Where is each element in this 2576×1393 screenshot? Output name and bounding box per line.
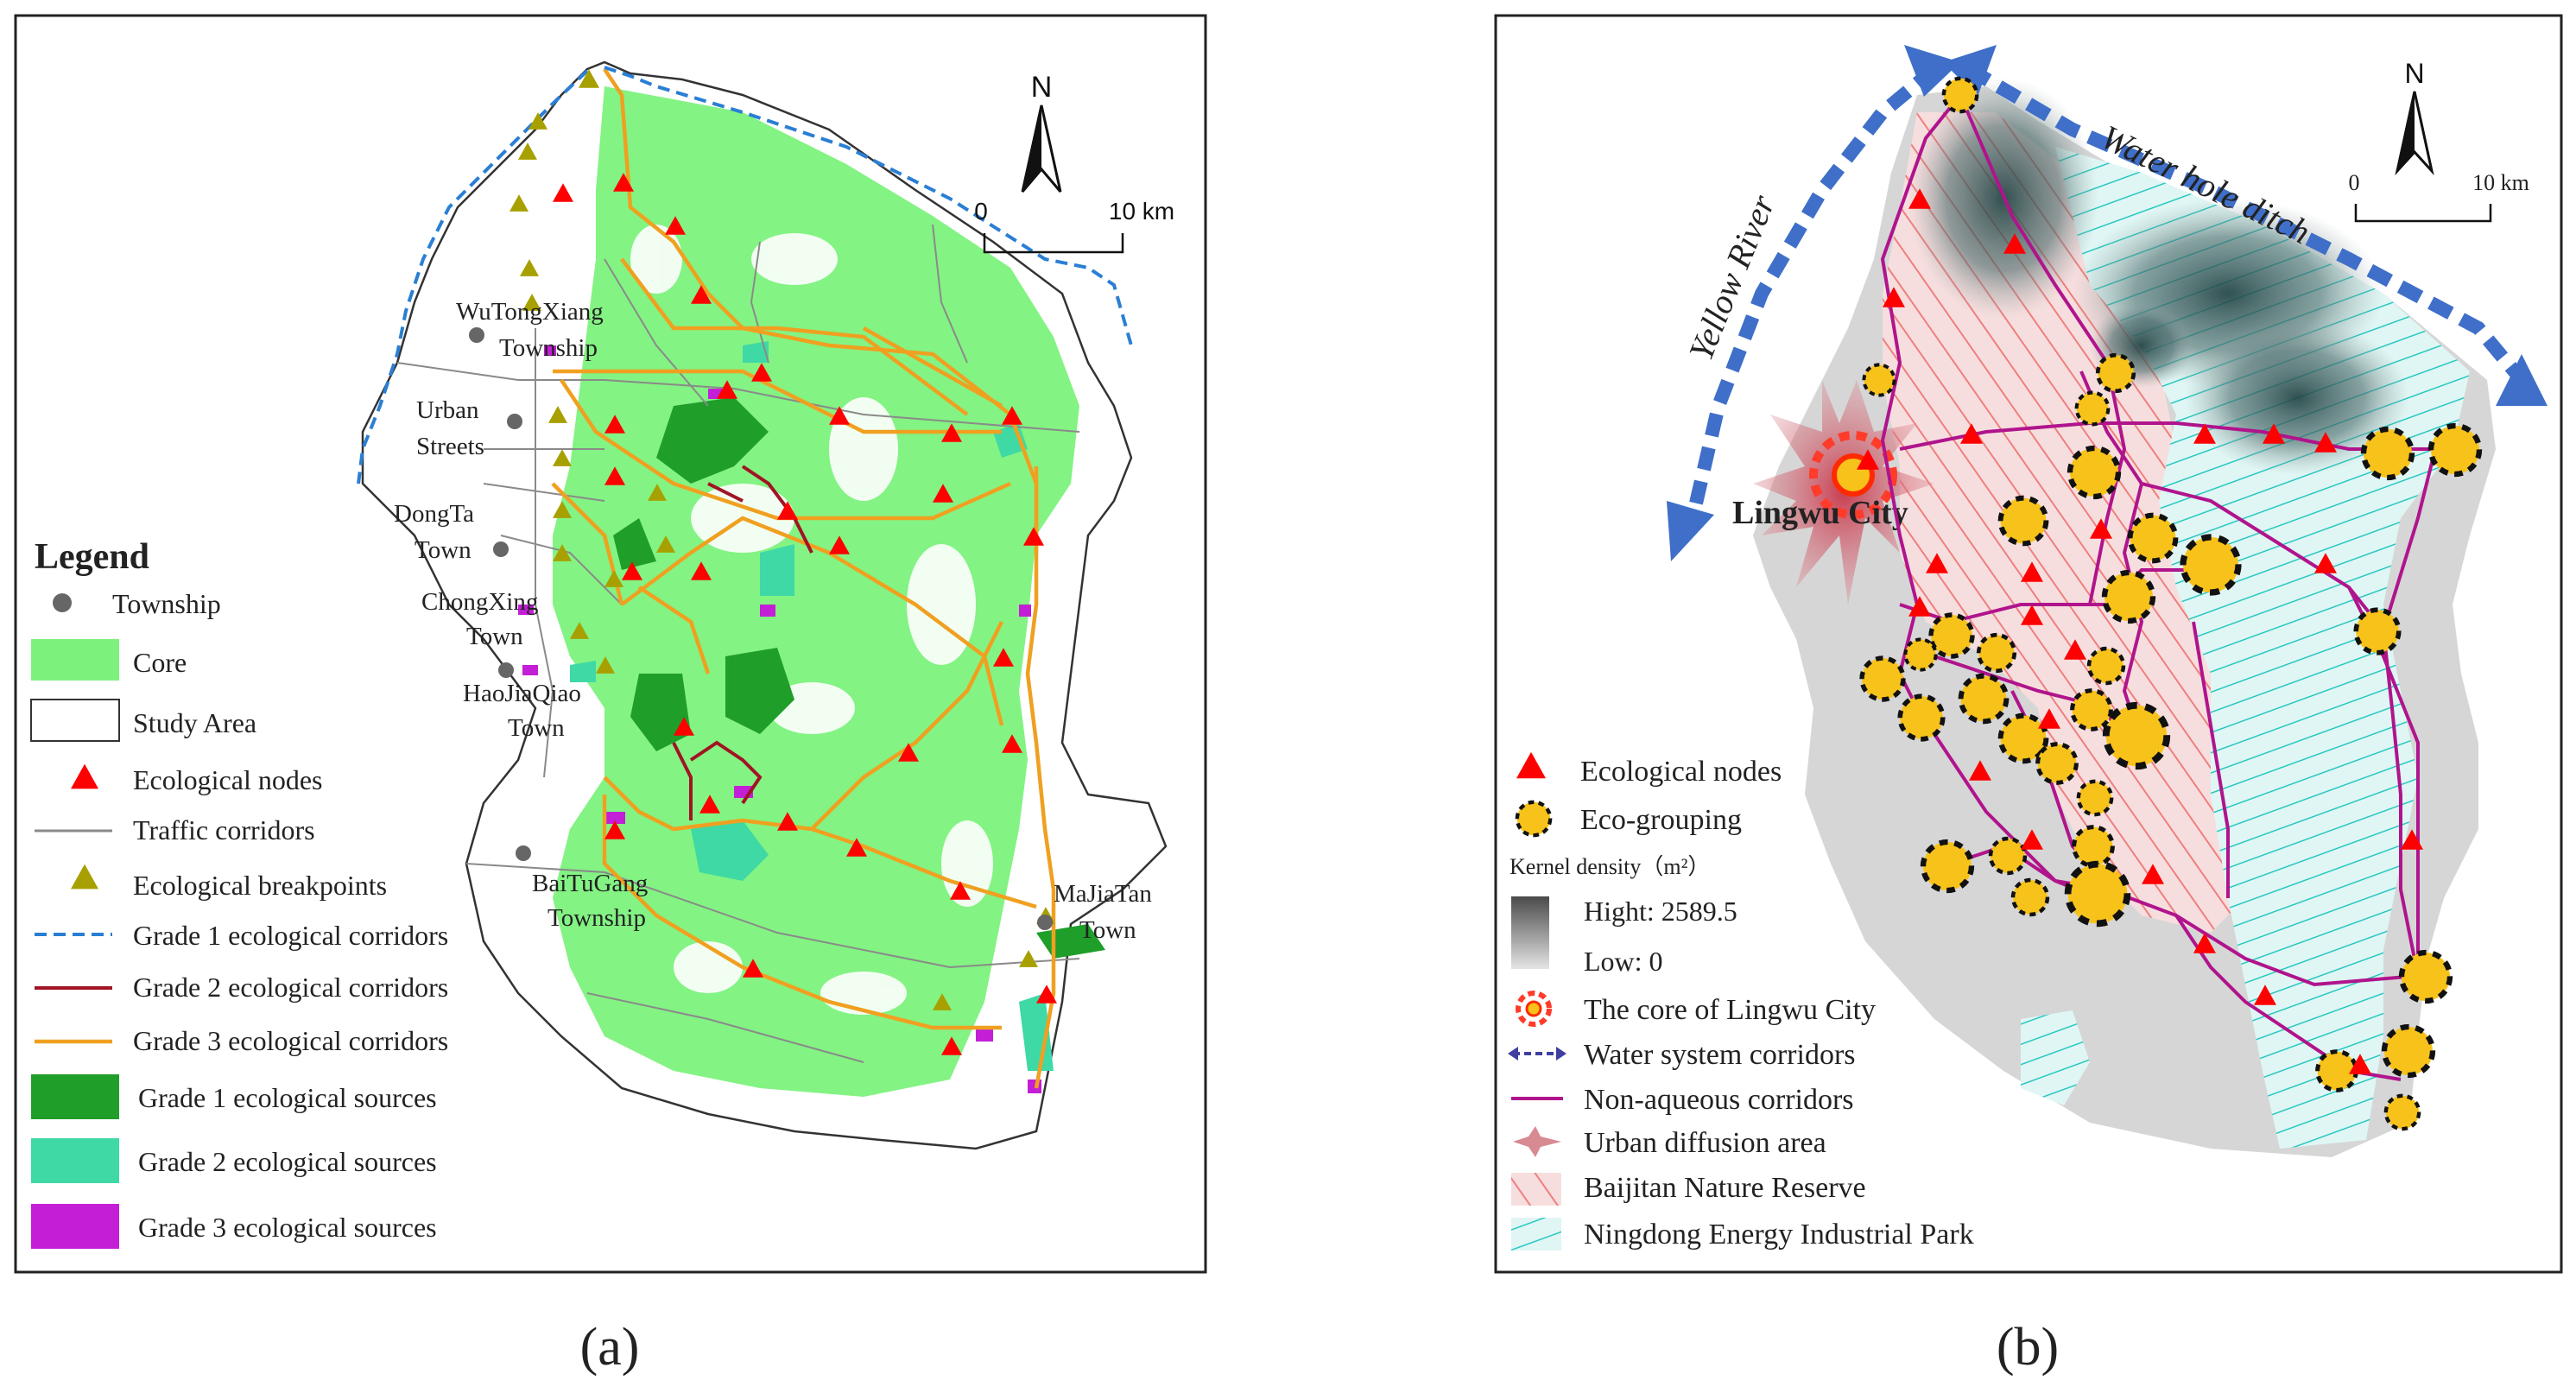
park-swatch: [1511, 1218, 1561, 1251]
north-arrow-b: N: [2395, 58, 2434, 176]
legend-b-eco-nodes: Ecological nodes: [1580, 756, 1782, 788]
legend-b-urban: Urban diffusion area: [1584, 1127, 1826, 1159]
township-label: WuTongXiang: [456, 298, 604, 326]
township-swatch: [53, 593, 72, 612]
township-labels: WuTongXiang Township Urban Streets DongT…: [394, 298, 1152, 944]
scale-bar-a: 0 10 km: [974, 198, 1174, 254]
legend-b-water: Water system corridors: [1584, 1039, 1856, 1071]
scale-bar-b: 0 10 km: [2349, 170, 2529, 223]
grade-2-sources: [570, 341, 1054, 1071]
township-label-sub: Township: [499, 334, 598, 362]
water-arrowheads: [1667, 45, 2548, 561]
scale-start: 0: [974, 198, 988, 225]
panel-a: WuTongXiang Township Urban Streets DongT…: [14, 14, 1207, 1377]
city-label: Lingwu City: [1732, 495, 1908, 531]
study-area-swatch: [30, 699, 120, 742]
township-label: ChongXing: [421, 588, 538, 616]
kernel-density: [1908, 78, 2409, 475]
legend-item-grade1-corridors: Grade 1 ecological corridors: [133, 920, 448, 951]
legend-title: Legend: [35, 537, 149, 577]
township-label-sub: Town: [508, 714, 565, 742]
kernel-ramp-swatch: [1511, 896, 1549, 969]
legend-item-grade2-sources: Grade 2 ecological sources: [138, 1146, 437, 1177]
township-label-sub: Town: [466, 623, 523, 650]
legend-item-grade3-sources: Grade 3 ecological sources: [138, 1212, 437, 1243]
ningdong-park-patch: [2021, 1010, 2090, 1105]
caption-a: (a): [580, 1318, 640, 1377]
traffic-corridors: [396, 224, 1080, 1063]
caption-b: (b): [1997, 1318, 2059, 1377]
legend-b-park: Ningdong Energy Industrial Park: [1584, 1219, 1974, 1251]
legend-b-core: The core of Lingwu City: [1584, 994, 1876, 1026]
legend-a: Legend Township Core Study Area Ecologic…: [30, 537, 448, 1249]
legend-item-grade2-corridors: Grade 2 ecological corridors: [133, 972, 448, 1003]
grade1-source-swatch: [31, 1074, 119, 1119]
north-arrow-a: N: [1021, 71, 1062, 193]
reserve-swatch: [1511, 1173, 1561, 1206]
township-label: Urban: [416, 396, 479, 424]
grade-2-corridors: [672, 465, 813, 820]
north-label: N: [1031, 71, 1053, 104]
scale-end-b: 10 km: [2472, 170, 2529, 195]
township-dots: [469, 327, 1053, 930]
eco-grouping-swatch: [1517, 802, 1550, 835]
core-swatch-b: [1516, 991, 1552, 1027]
grade-1-corridor: [604, 66, 1133, 346]
urban-diffusion-swatch: [1513, 1126, 1561, 1157]
legend-item-grade1-sources: Grade 1 ecological sources: [138, 1082, 437, 1113]
grade2-source-swatch: [31, 1138, 119, 1183]
legend-b: Ecological nodes Eco-grouping Kernel den…: [1508, 751, 1974, 1251]
north-label-b: N: [2404, 58, 2424, 89]
legend-b-non-aqueous: Non-aqueous corridors: [1584, 1084, 1854, 1116]
panel-b: Lingwu City Yellow River Water hole ditc…: [1494, 14, 2563, 1377]
legend-item-core: Core: [133, 647, 187, 678]
township-label-sub: Streets: [416, 433, 484, 460]
scale-start-b: 0: [2349, 170, 2360, 195]
legend-item-grade3-corridors: Grade 3 ecological corridors: [133, 1025, 448, 1056]
legend-b-kernel-title: Kernel density（m²）: [1510, 854, 1710, 879]
grade3-source-swatch: [31, 1204, 119, 1249]
legend-item-study-area: Study Area: [133, 707, 256, 738]
township-label-sub: Town: [415, 536, 472, 564]
township-label-sub: Town: [1079, 916, 1136, 944]
township-label: HaoJiaQiao: [463, 680, 581, 707]
legend-item-eco-nodes: Ecological nodes: [133, 764, 322, 795]
legend-item-township: Township: [112, 588, 221, 619]
water-system-corridors: [1686, 63, 2528, 520]
legend-b-eco-grouping: Eco-grouping: [1580, 804, 1742, 836]
township-label-sub: Township: [547, 904, 646, 932]
legend-item-traffic: Traffic corridors: [133, 814, 315, 845]
core-swatch: [31, 639, 119, 681]
township-label: DongTa: [394, 500, 474, 528]
legend-b-kernel-high: Hight: 2589.5: [1584, 896, 1737, 927]
legend-item-breakpoints: Ecological breakpoints: [133, 870, 387, 901]
grade-1-corridor-west: [357, 69, 589, 484]
township-label: BaiTuGang: [532, 870, 648, 897]
township-label: MaJiaTan: [1054, 880, 1152, 908]
scale-end: 10 km: [1109, 198, 1174, 225]
legend-b-reserve: Baijitan Nature Reserve: [1584, 1172, 1866, 1204]
legend-b-kernel-low: Low: 0: [1584, 946, 1663, 977]
